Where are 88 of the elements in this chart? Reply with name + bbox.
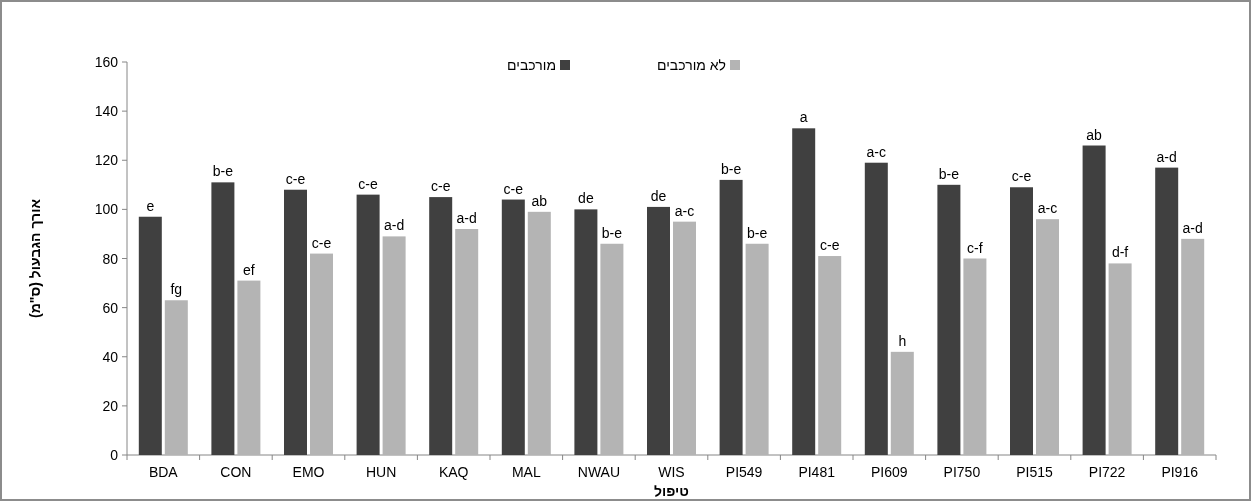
bar	[501, 199, 525, 455]
data-label: c-e	[430, 178, 451, 195]
legend-label: לא מורכבים	[657, 57, 726, 73]
x-tick-label: PI515	[1016, 464, 1053, 480]
bar	[455, 229, 479, 455]
bar	[745, 243, 769, 455]
y-tick-label: 40	[102, 348, 119, 365]
bar	[792, 128, 816, 455]
x-tick-label: PI481	[798, 464, 836, 480]
data-label: b-e	[212, 163, 234, 180]
bar	[211, 182, 235, 455]
data-label: a-c	[866, 143, 887, 160]
data-label: c-e	[358, 175, 379, 192]
bar	[574, 209, 598, 455]
data-label: c-e	[311, 234, 332, 251]
bar	[890, 351, 914, 455]
bar	[600, 243, 624, 455]
data-label: de	[650, 187, 667, 204]
data-label: ab	[531, 192, 548, 209]
bar	[1082, 145, 1106, 455]
data-label: a-d	[1156, 148, 1177, 165]
bar	[1108, 263, 1132, 455]
data-label: c-e	[503, 180, 524, 197]
bar	[864, 162, 888, 455]
bar	[138, 216, 162, 455]
data-label: a-c	[1037, 200, 1058, 217]
x-tick-label: WIS	[658, 464, 685, 480]
y-axis-title: אורך הגבעול (ס"מ)	[27, 198, 43, 318]
bar	[382, 236, 406, 455]
y-tick-label: 0	[110, 447, 119, 463]
x-tick-label: EMO	[292, 464, 325, 480]
x-axis-title: טיפול	[654, 483, 689, 499]
data-label: a-d	[383, 217, 405, 234]
data-label: b-e	[938, 165, 960, 182]
data-label: b-e	[601, 224, 623, 241]
bar	[1155, 167, 1179, 455]
legend-label: מורכבים	[507, 57, 556, 73]
x-tick-label: PI916	[1161, 464, 1199, 480]
x-tick-label: KAQ	[438, 464, 469, 480]
x-tick-label: PI609	[871, 464, 908, 480]
data-label: a-d	[1182, 219, 1203, 236]
bar	[284, 189, 307, 455]
x-tick-label: PI722	[1088, 464, 1126, 480]
x-tick-label: BDA	[148, 464, 179, 480]
data-label: a-c	[674, 202, 695, 219]
x-tick-label: CON	[220, 464, 252, 480]
data-label: a	[799, 109, 808, 126]
y-tick-label: 60	[102, 299, 119, 316]
x-tick-label: MAL	[511, 464, 541, 480]
bar	[937, 184, 961, 455]
y-tick-label: 160	[94, 54, 119, 70]
bar	[1010, 187, 1033, 455]
data-label: b-e	[746, 224, 768, 241]
bar	[1036, 219, 1059, 455]
y-tick-label: 140	[94, 103, 119, 120]
bar	[719, 179, 743, 455]
data-label: ef	[243, 261, 255, 278]
y-tick-label: 20	[102, 397, 119, 414]
x-tick-label: PI750	[943, 464, 981, 480]
y-tick-label: 120	[94, 152, 119, 169]
bar	[963, 258, 987, 455]
bar	[647, 206, 670, 455]
data-label: b-e	[720, 160, 742, 177]
bar	[1181, 238, 1205, 455]
data-label: ab	[1086, 126, 1103, 143]
x-tick-label: HUN	[365, 464, 397, 480]
bar	[356, 194, 380, 455]
data-label: e	[146, 197, 155, 214]
data-label: d-f	[1111, 244, 1129, 261]
x-tick-label: NWAU	[577, 464, 621, 480]
data-label: de	[578, 190, 594, 207]
bar	[527, 211, 551, 455]
bar	[429, 197, 453, 455]
x-tick-label: PI549	[725, 464, 763, 480]
data-label: fg	[170, 281, 183, 298]
data-label: h	[898, 332, 907, 349]
data-label: c-e	[819, 237, 840, 254]
bar	[164, 300, 188, 455]
bar	[818, 256, 842, 455]
data-label: a-d	[456, 210, 477, 227]
data-label: c-e	[1011, 168, 1032, 185]
bar	[673, 221, 696, 455]
bar	[237, 280, 261, 455]
y-tick-label: 80	[102, 250, 119, 267]
bar	[310, 253, 333, 455]
data-label: c-e	[285, 170, 306, 187]
y-tick-label: 100	[94, 201, 119, 218]
data-label: c-f	[967, 239, 983, 256]
